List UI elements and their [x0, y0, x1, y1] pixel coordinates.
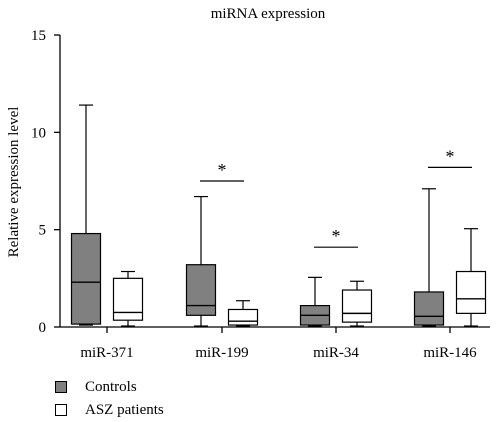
chart-title: miRNA expression [211, 6, 326, 22]
x-tick-label: miR-34 [313, 345, 359, 361]
x-tick-label: miR-146 [423, 345, 477, 361]
significance-star: * [218, 160, 227, 180]
significance-star: * [332, 226, 341, 246]
legend: Controls ASZ patients [55, 376, 164, 422]
box [413, 291, 445, 326]
y-tick-label: 0 [39, 320, 47, 336]
box [70, 232, 102, 325]
box [227, 308, 259, 326]
boxplot-chart: miRNA expression Relative expression lev… [6, 6, 490, 361]
box [112, 277, 144, 321]
legend-swatch-controls [55, 381, 67, 393]
legend-label-asz-patients: ASZ patients [85, 401, 164, 418]
box [455, 270, 487, 314]
y-tick-label: 15 [31, 28, 46, 44]
y-tick-label: 5 [39, 223, 47, 239]
x-tick-label: miR-371 [80, 345, 133, 361]
y-axis-label: Relative expression level [6, 107, 22, 258]
legend-swatch-asz-patients [55, 404, 67, 416]
box [185, 264, 217, 316]
legend-item-controls: Controls [55, 376, 164, 398]
legend-item-asz-patients: ASZ patients [55, 399, 164, 421]
y-tick-label: 10 [31, 125, 46, 141]
box [341, 289, 373, 323]
significance-star: * [446, 146, 455, 166]
x-tick-label: miR-199 [195, 345, 248, 361]
legend-label-controls: Controls [85, 378, 137, 395]
